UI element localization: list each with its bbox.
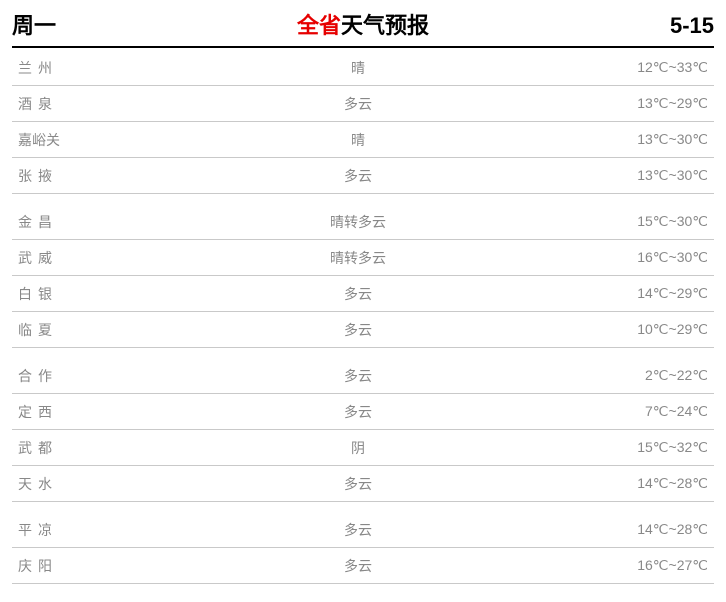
city-cell: 定西 xyxy=(12,402,132,422)
table-row: 合作多云2℃~22℃ xyxy=(12,358,714,394)
table-row: 武威晴转多云16℃~30℃ xyxy=(12,240,714,276)
city-cell: 合作 xyxy=(12,366,132,386)
city-cell: 庆阳 xyxy=(12,556,132,576)
weather-cell: 多云 xyxy=(132,520,584,540)
weather-cell: 多云 xyxy=(132,474,584,494)
table-row: 平凉多云14℃~28℃ xyxy=(12,512,714,548)
city-cell: 白银 xyxy=(12,284,132,304)
table-row: 武都阴15℃~32℃ xyxy=(12,430,714,466)
temp-cell: 16℃~30℃ xyxy=(584,249,714,266)
header-title-red: 全省 xyxy=(297,13,341,38)
temp-cell: 10℃~29℃ xyxy=(584,321,714,338)
weather-table: 兰州晴12℃~33℃酒泉多云13℃~29℃嘉峪关晴13℃~30℃张掖多云13℃~… xyxy=(12,50,714,584)
table-row: 酒泉多云13℃~29℃ xyxy=(12,86,714,122)
weather-cell: 多云 xyxy=(132,320,584,340)
weather-cell: 多云 xyxy=(132,366,584,386)
city-cell: 兰州 xyxy=(12,58,132,78)
temp-cell: 2℃~22℃ xyxy=(584,367,714,384)
city-cell: 武都 xyxy=(12,438,132,458)
table-group: 金昌晴转多云15℃~30℃武威晴转多云16℃~30℃白银多云14℃~29℃临夏多… xyxy=(12,204,714,348)
weather-cell: 多云 xyxy=(132,166,584,186)
table-group: 兰州晴12℃~33℃酒泉多云13℃~29℃嘉峪关晴13℃~30℃张掖多云13℃~… xyxy=(12,50,714,194)
weather-cell: 多云 xyxy=(132,284,584,304)
table-row: 白银多云14℃~29℃ xyxy=(12,276,714,312)
temp-cell: 15℃~32℃ xyxy=(584,439,714,456)
weather-cell: 晴转多云 xyxy=(132,248,584,268)
city-cell: 武威 xyxy=(12,248,132,268)
table-row: 庆阳多云16℃~27℃ xyxy=(12,548,714,584)
city-cell: 张掖 xyxy=(12,166,132,186)
weather-cell: 多云 xyxy=(132,402,584,422)
header: 周一 全省天气预报 5-15 xyxy=(12,8,714,48)
city-cell: 酒泉 xyxy=(12,94,132,114)
table-row: 嘉峪关晴13℃~30℃ xyxy=(12,122,714,158)
header-day: 周一 xyxy=(12,8,56,40)
table-row: 兰州晴12℃~33℃ xyxy=(12,50,714,86)
weather-cell: 多云 xyxy=(132,556,584,576)
city-cell: 金昌 xyxy=(12,212,132,232)
header-date: 5-15 xyxy=(670,13,714,39)
temp-cell: 12℃~33℃ xyxy=(584,59,714,76)
city-cell: 临夏 xyxy=(12,320,132,340)
temp-cell: 13℃~30℃ xyxy=(584,131,714,148)
temp-cell: 16℃~27℃ xyxy=(584,557,714,574)
table-group: 平凉多云14℃~28℃庆阳多云16℃~27℃ xyxy=(12,512,714,584)
temp-cell: 14℃~28℃ xyxy=(584,521,714,538)
weather-cell: 多云 xyxy=(132,94,584,114)
table-row: 临夏多云10℃~29℃ xyxy=(12,312,714,348)
weather-cell: 晴 xyxy=(132,58,584,78)
city-cell: 平凉 xyxy=(12,520,132,540)
weather-cell: 晴 xyxy=(132,130,584,150)
table-row: 定西多云7℃~24℃ xyxy=(12,394,714,430)
temp-cell: 13℃~29℃ xyxy=(584,95,714,112)
weather-cell: 晴转多云 xyxy=(132,212,584,232)
temp-cell: 7℃~24℃ xyxy=(584,403,714,420)
city-cell: 嘉峪关 xyxy=(12,130,132,150)
weather-cell: 阴 xyxy=(132,438,584,458)
header-title-black: 天气预报 xyxy=(341,13,429,38)
city-cell: 天水 xyxy=(12,474,132,494)
table-group: 合作多云2℃~22℃定西多云7℃~24℃武都阴15℃~32℃天水多云14℃~28… xyxy=(12,358,714,502)
temp-cell: 14℃~29℃ xyxy=(584,285,714,302)
temp-cell: 15℃~30℃ xyxy=(584,213,714,230)
table-row: 天水多云14℃~28℃ xyxy=(12,466,714,502)
temp-cell: 13℃~30℃ xyxy=(584,167,714,184)
table-row: 张掖多云13℃~30℃ xyxy=(12,158,714,194)
table-row: 金昌晴转多云15℃~30℃ xyxy=(12,204,714,240)
header-title: 全省天气预报 xyxy=(297,8,429,40)
temp-cell: 14℃~28℃ xyxy=(584,475,714,492)
